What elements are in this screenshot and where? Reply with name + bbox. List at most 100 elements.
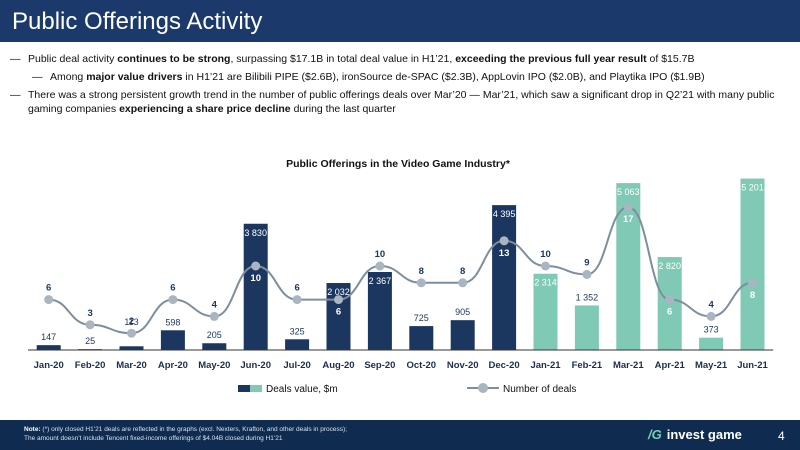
deal-count-label: 4: [212, 299, 218, 310]
deal-count-point: [375, 261, 385, 271]
legend-swatch-light: [250, 385, 262, 392]
deal-count-point: [623, 202, 633, 212]
deal-count-point: [334, 295, 343, 305]
x-tick-label: May-21: [695, 360, 728, 371]
bar-May-20: [202, 343, 227, 350]
chart-legend: Deals value, $m Number of deals: [238, 383, 576, 395]
bullet-3-text-1: There was a strong persistent growth tre…: [28, 89, 775, 115]
bar-value-label: 373: [704, 325, 719, 335]
deal-count-point: [416, 278, 426, 288]
bar-value-label: 598: [165, 317, 180, 327]
x-tick-label: Feb-21: [572, 360, 603, 371]
chart-title: Public Offerings in the Video Game Indus…: [286, 158, 511, 170]
x-tick-label: Mar-21: [613, 360, 644, 371]
bar-Nov-20: [450, 320, 475, 350]
bar-May-21: [699, 337, 724, 350]
bar-Aug-20: [326, 283, 351, 350]
bar-Feb-21: [574, 305, 599, 350]
x-tick-label: Jun-21: [737, 360, 768, 371]
bullet-1-bold-2: exceeding the previous full year result: [455, 53, 647, 65]
legend-line-marker: [478, 383, 488, 393]
bar-value-label: 25: [85, 336, 95, 346]
legend-line-label: Number of deals: [503, 384, 576, 395]
legend-bar-label: Deals value, $m: [266, 384, 338, 395]
deal-count-label: 13: [499, 248, 510, 259]
bullet-2: Among major value drivers in H1’21 are B…: [32, 70, 790, 84]
bullet-list: Public deal activity continues to be str…: [10, 52, 790, 120]
deal-count-label: 17: [623, 214, 634, 225]
header-bar: Public Offerings Activity: [0, 0, 800, 42]
bar-value-label: 113: [124, 317, 138, 327]
deal-count-label: 8: [460, 266, 465, 277]
deal-count-label: 6: [294, 283, 299, 294]
logo-icon: /G: [648, 427, 662, 442]
deal-count-point: [127, 328, 136, 338]
bar-Oct-20: [409, 326, 434, 350]
deal-count-label: 4: [708, 299, 714, 310]
x-tick-label: Jan-21: [530, 360, 561, 371]
x-tick-label: Jun-20: [240, 360, 271, 371]
deal-count-point: [706, 311, 716, 321]
bullet-1-bold-1: continues to be strong: [117, 53, 231, 65]
x-tick-label: Jul-20: [283, 360, 310, 371]
bar-Apr-20: [160, 330, 185, 350]
bar-Jan-21: [533, 273, 558, 350]
deal-count-label: 3: [87, 308, 92, 319]
bar-value-label: 5 063: [617, 187, 640, 197]
bullet-2-text-2: in H1’21 are Bilibili PIPE ($2.6B), iron…: [182, 71, 705, 83]
deal-count-label: 9: [584, 257, 589, 268]
note-line-1: (*) only closed H1’21 deals are reflecte…: [40, 426, 347, 433]
x-tick-label: Aug-20: [322, 360, 354, 371]
x-tick-label: Oct-20: [407, 360, 437, 371]
x-tick-label: Jan-20: [34, 360, 64, 371]
deal-count-point: [499, 236, 509, 246]
bar-value-label: 2 032: [327, 287, 350, 297]
bar-value-label: 2 820: [658, 261, 681, 271]
deal-count-label: 8: [419, 266, 424, 277]
x-tick-label: Apr-20: [158, 360, 188, 371]
deal-count-point: [209, 311, 219, 321]
bullet-1-text-3: of $15.7B: [646, 53, 695, 65]
bar-value-label: 905: [455, 307, 470, 317]
bar-Jun-21: [740, 178, 765, 350]
x-tick-label: May-20: [198, 360, 230, 371]
deals-count-line: [48, 206, 753, 335]
deal-count-label: 6: [336, 307, 341, 318]
x-tick-label: Apr-21: [655, 360, 686, 371]
deal-count-point: [582, 269, 592, 279]
bar-value-label: 5 201: [741, 183, 764, 193]
deal-count-point: [292, 295, 302, 305]
bullet-3-text-2: during the last quarter: [290, 103, 396, 115]
bar-value-label: 3 830: [244, 228, 267, 238]
legend-swatch-dark: [238, 385, 250, 392]
x-tick-label: Mar-20: [116, 360, 147, 371]
note-label: Note:: [24, 426, 41, 433]
bullet-1-text-2: , surpassing $17.1B in total deal value …: [230, 53, 456, 65]
bar-Sep-20: [367, 271, 392, 350]
offerings-chart: Public Offerings in the Video Game Indus…: [28, 158, 774, 395]
deal-count-label: 6: [667, 307, 672, 318]
deal-count-label: 6: [46, 283, 51, 294]
bullet-3: There was a strong persistent growth tre…: [10, 88, 790, 116]
bar-value-label: 4 395: [493, 209, 516, 219]
x-tick-label: Sep-20: [364, 360, 395, 371]
deal-count-label: 10: [250, 273, 261, 284]
bar-value-label: 2 314: [534, 278, 557, 288]
x-tick-label: Nov-20: [447, 360, 479, 371]
deal-count-point: [251, 261, 261, 271]
deal-count-label: 10: [375, 249, 386, 260]
bar-Jan-20: [36, 345, 61, 350]
deal-count-label: 10: [540, 249, 551, 260]
bullet-3-bold-1: experiencing a share price decline: [119, 103, 291, 115]
deal-count-point: [168, 295, 178, 305]
x-tick-label: Dec-20: [489, 360, 520, 371]
bar-Jun-20: [243, 223, 268, 350]
note-line-2: The amount doesn’t include Tencent fixed…: [24, 435, 283, 442]
x-tick-label: Feb-20: [75, 360, 106, 371]
footer-bar: Note: (*) only closed H1’21 deals are re…: [0, 420, 800, 450]
deal-count-point: [748, 278, 757, 288]
bullet-2-bold-1: major value drivers: [86, 71, 183, 83]
deal-count-point: [665, 295, 675, 305]
bar-value-label: 147: [41, 332, 56, 342]
bar-Dec-20: [492, 205, 517, 350]
